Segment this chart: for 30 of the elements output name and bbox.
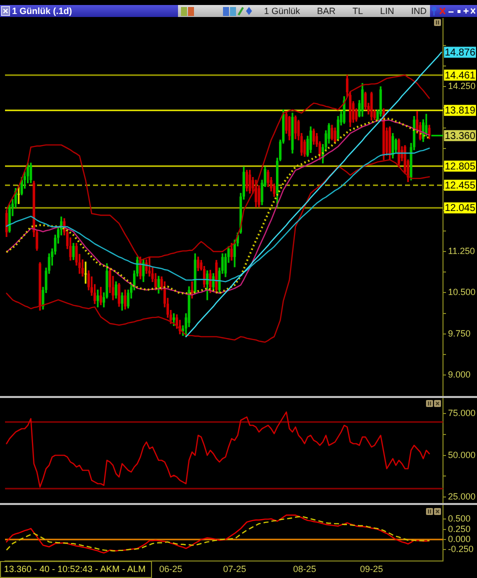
chart-title: 1 Günlük (.1d) (12, 5, 72, 17)
text: 1 Günlük (264, 5, 300, 17)
ref-line-label: 12.805 (444, 161, 476, 172)
y-tick-label: 10.500 (448, 287, 476, 298)
ref-line-label: 14.461 (444, 70, 476, 82)
ref-line-label: 12.455 (444, 180, 476, 192)
y-tick-label: 0.250 (448, 524, 471, 534)
data-label: 14.876 (444, 48, 476, 59)
x-tick-label: 07-25 (223, 564, 246, 574)
text: BAR (317, 5, 336, 17)
y-tick-label: 14.250 (448, 81, 476, 92)
x-tick-label: 06-25 (159, 564, 182, 574)
status-field: 13.360 - 40 - 10:52:43 - AKM - ALM (0, 561, 152, 578)
text: LIN (380, 5, 394, 17)
annotation: 13.360 (444, 130, 476, 142)
y-tick-label: 0.500 (448, 514, 471, 524)
y-tick-label: 75.000 (448, 408, 476, 418)
y-tick-label: 11.250 (448, 246, 475, 256)
y-tick-label: 25.000 (448, 491, 476, 502)
text: IND (411, 5, 427, 17)
x-tick-label: 08-25 (293, 564, 316, 574)
ref-line-label: 12.045 (444, 203, 476, 214)
y-tick-label: -0.250 (448, 544, 474, 554)
y-tick-label: 9.000 (448, 370, 471, 380)
x-tick-label: 09-25 (360, 564, 384, 574)
y-tick-label: 0.000 (448, 534, 471, 544)
y-tick-label: 50.000 (448, 450, 476, 460)
ref-line-label: 13.819 (444, 106, 476, 117)
text: TL (352, 5, 364, 17)
y-tick-label: 9.750 (448, 328, 471, 338)
